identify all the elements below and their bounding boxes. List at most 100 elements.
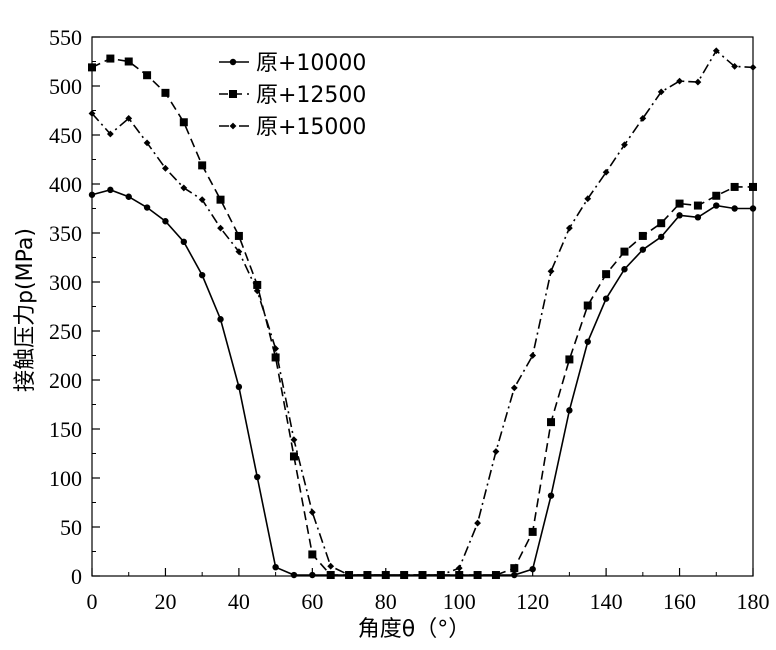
y-tick-label: 500 (49, 74, 82, 99)
data-point (621, 266, 628, 273)
x-tick-label: 60 (301, 589, 323, 614)
data-point (217, 224, 224, 232)
data-point (437, 571, 445, 579)
data-point (162, 218, 169, 225)
data-point (124, 57, 133, 66)
data-point (125, 193, 132, 200)
data-point (272, 563, 279, 571)
data-point (308, 550, 317, 559)
y-tick-label: 450 (49, 123, 82, 148)
data-point (198, 196, 206, 204)
y-tick-label: 400 (49, 172, 82, 197)
data-point (713, 202, 720, 209)
data-point (565, 355, 574, 364)
data-point (143, 204, 151, 211)
y-tick-label: 100 (49, 466, 82, 491)
data-point (290, 436, 298, 444)
data-point (290, 571, 298, 579)
legend-marker (229, 58, 237, 66)
data-point (675, 199, 684, 208)
legend-label: 原+12500 (256, 83, 366, 108)
data-point (602, 168, 610, 176)
data-point (529, 352, 537, 359)
data-point (528, 527, 537, 536)
plot-frame (91, 36, 754, 577)
x-axis-title: 角度θ（°） (358, 617, 470, 642)
x-tick-label: 140 (590, 589, 623, 614)
data-point (584, 195, 592, 203)
data-point (473, 571, 482, 580)
data-point (730, 182, 739, 191)
data-point (565, 224, 573, 232)
data-point (621, 141, 628, 149)
data-point (254, 473, 261, 481)
data-point (602, 295, 610, 302)
data-point (511, 571, 518, 579)
data-point (731, 63, 739, 70)
y-tick-label: 250 (49, 319, 82, 344)
data-point (547, 418, 556, 427)
data-point (693, 201, 702, 210)
data-point (712, 47, 720, 55)
x-tick-label: 80 (375, 589, 397, 614)
series-3 (88, 47, 757, 579)
data-point (510, 384, 518, 392)
data-point (584, 338, 591, 345)
axes: 0 20 40 60 80 100 120 140 160 180 0 50 100 150 200 250 3… (49, 25, 770, 614)
data-point (162, 164, 169, 172)
data-point (216, 195, 225, 204)
x-tick-label: 180 (737, 589, 770, 614)
data-point (639, 114, 647, 122)
data-point (657, 219, 666, 228)
data-point (712, 191, 721, 200)
series-line (91, 49, 754, 576)
data-point (180, 184, 188, 192)
data-point (106, 54, 115, 63)
y-axis-title: 接触压力p(MPa) (13, 228, 38, 392)
data-point (253, 287, 261, 295)
data-point (161, 88, 170, 97)
data-point (676, 77, 683, 85)
data-point (143, 71, 152, 80)
data-point (510, 564, 519, 573)
series-line (91, 189, 753, 576)
data-point (272, 345, 280, 353)
data-point (694, 214, 702, 221)
data-point (547, 267, 555, 275)
data-point (547, 492, 555, 499)
data-point (180, 238, 188, 246)
y-tick-label: 50 (60, 515, 82, 540)
data-point (253, 280, 262, 289)
data-point (179, 118, 188, 127)
data-point (125, 114, 133, 122)
data-point (639, 246, 647, 253)
x-tick-label: 160 (663, 589, 696, 614)
data-point (400, 571, 408, 579)
data-point (638, 231, 647, 240)
series-2 (88, 54, 757, 580)
x-tick-label: 100 (443, 589, 476, 614)
data-point (602, 270, 611, 279)
data-point (694, 78, 702, 86)
data-point (474, 519, 481, 527)
data-point (143, 139, 151, 147)
series-line (91, 57, 753, 576)
data-point (566, 407, 573, 414)
y-tick-label: 550 (49, 25, 82, 50)
data-point (731, 205, 738, 212)
data-point (198, 271, 206, 279)
data-point (676, 212, 683, 219)
data-point (235, 248, 243, 256)
data-point (234, 231, 243, 240)
data-point (326, 571, 335, 580)
data-point (198, 161, 207, 170)
data-point (620, 247, 629, 256)
series-1 (88, 186, 757, 579)
y-tick-label: 0 (71, 564, 82, 589)
data-point (657, 88, 665, 96)
y-tick-label: 200 (49, 368, 82, 393)
y-tick-label: 350 (49, 221, 82, 246)
legend: 原+10000 原+12500 原+15000 (219, 51, 366, 140)
legend-label: 原+15000 (256, 115, 366, 140)
